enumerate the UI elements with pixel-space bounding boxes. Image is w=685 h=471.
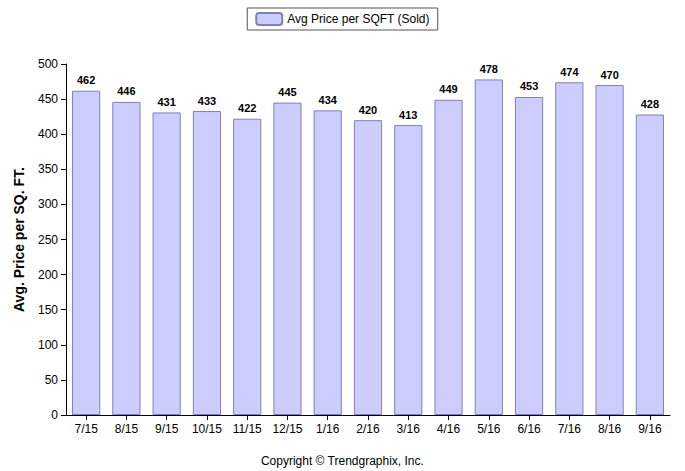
svg-text:400: 400 xyxy=(38,127,58,141)
svg-text:150: 150 xyxy=(38,303,58,317)
svg-text:450: 450 xyxy=(38,92,58,106)
svg-text:0: 0 xyxy=(51,408,58,422)
svg-text:100: 100 xyxy=(38,338,58,352)
svg-text:300: 300 xyxy=(38,197,58,211)
svg-text:428: 428 xyxy=(641,98,659,110)
svg-text:9/15: 9/15 xyxy=(155,422,179,436)
svg-text:474: 474 xyxy=(560,66,579,78)
svg-text:250: 250 xyxy=(38,233,58,247)
svg-text:420: 420 xyxy=(359,104,377,116)
svg-text:8/16: 8/16 xyxy=(598,422,622,436)
svg-text:500: 500 xyxy=(38,57,58,71)
svg-text:478: 478 xyxy=(480,63,498,75)
svg-text:453: 453 xyxy=(520,80,538,92)
svg-text:Avg. Price per SQ. FT.: Avg. Price per SQ. FT. xyxy=(11,167,27,312)
svg-text:449: 449 xyxy=(439,83,457,95)
svg-text:4/16: 4/16 xyxy=(437,422,461,436)
svg-text:10/15: 10/15 xyxy=(192,422,222,436)
svg-text:6/16: 6/16 xyxy=(517,422,541,436)
svg-text:5/16: 5/16 xyxy=(477,422,501,436)
svg-text:7/15: 7/15 xyxy=(74,422,98,436)
svg-text:422: 422 xyxy=(238,102,256,114)
svg-text:445: 445 xyxy=(278,86,296,98)
svg-text:7/16: 7/16 xyxy=(558,422,582,436)
svg-text:462: 462 xyxy=(77,74,95,86)
svg-text:Avg Price per SQFT (Sold): Avg Price per SQFT (Sold) xyxy=(287,12,429,26)
svg-text:431: 431 xyxy=(157,96,175,108)
svg-text:Copyright © Trendgraphix, Inc.: Copyright © Trendgraphix, Inc. xyxy=(261,454,424,468)
svg-text:433: 433 xyxy=(198,95,216,107)
svg-text:434: 434 xyxy=(319,94,338,106)
svg-text:470: 470 xyxy=(600,69,618,81)
svg-text:12/15: 12/15 xyxy=(272,422,302,436)
svg-text:413: 413 xyxy=(399,109,417,121)
svg-text:350: 350 xyxy=(38,162,58,176)
svg-text:11/15: 11/15 xyxy=(233,422,262,436)
svg-text:50: 50 xyxy=(45,373,59,387)
svg-text:1/16: 1/16 xyxy=(316,422,340,436)
svg-text:8/15: 8/15 xyxy=(115,422,139,436)
svg-text:9/16: 9/16 xyxy=(638,422,662,436)
svg-text:446: 446 xyxy=(117,85,135,97)
svg-text:200: 200 xyxy=(38,268,58,282)
svg-text:3/16: 3/16 xyxy=(397,422,421,436)
svg-text:2/16: 2/16 xyxy=(356,422,380,436)
